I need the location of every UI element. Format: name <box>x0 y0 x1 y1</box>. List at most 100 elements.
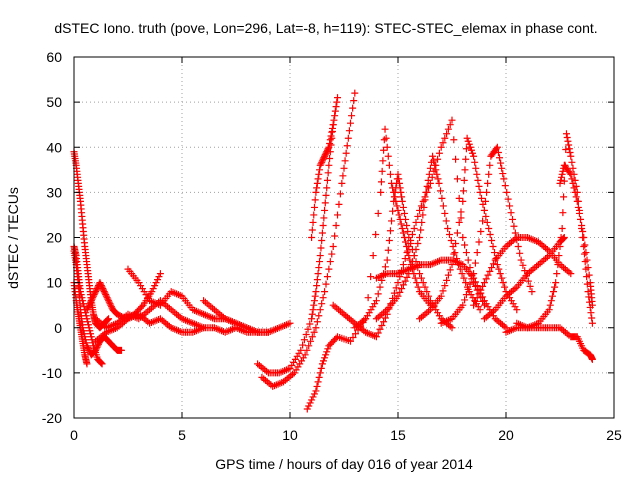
data-point <box>318 360 326 368</box>
x-tick-label: 25 <box>606 427 622 443</box>
data-point <box>102 292 110 300</box>
data-point <box>395 179 403 187</box>
data-point <box>103 294 111 302</box>
x-ticks: 0 5 10 15 20 25 <box>70 57 622 443</box>
data-point <box>456 265 464 273</box>
data-point <box>464 285 472 293</box>
data-point <box>148 288 156 296</box>
grid <box>74 57 614 418</box>
data-point <box>417 274 425 282</box>
data-point <box>423 288 431 296</box>
data-point <box>581 258 589 266</box>
data-point <box>413 279 421 287</box>
data-point <box>313 382 321 390</box>
data-point <box>315 373 323 381</box>
data-point <box>392 284 400 292</box>
data-point <box>155 273 163 281</box>
data-point <box>92 346 100 354</box>
data-point <box>414 212 422 220</box>
data-point <box>547 297 555 305</box>
data-point <box>395 175 403 183</box>
data-point <box>84 343 92 351</box>
data-point <box>555 252 563 260</box>
data-point <box>477 286 485 294</box>
data-point <box>422 188 430 196</box>
data-point <box>582 249 590 257</box>
data-point <box>328 128 336 136</box>
data-point <box>92 345 100 353</box>
data-point <box>482 212 490 220</box>
data-point <box>324 345 332 353</box>
data-point <box>321 151 329 159</box>
data-point <box>579 227 587 235</box>
data-point <box>154 276 162 284</box>
series-15 <box>351 170 456 332</box>
data-point <box>488 237 496 245</box>
y-tick-label: 20 <box>46 230 62 246</box>
data-point <box>339 172 347 180</box>
data-point <box>425 170 433 178</box>
data-point <box>416 206 424 214</box>
data-point <box>569 179 577 187</box>
data-point <box>414 240 422 248</box>
data-point <box>336 190 344 198</box>
data-point <box>574 203 582 211</box>
data-point <box>559 209 567 217</box>
data-point <box>545 306 553 314</box>
data-point <box>442 217 450 225</box>
data-point <box>319 294 327 302</box>
y-axis-label: dSTEC / TECUs <box>5 187 21 289</box>
series-2 <box>70 243 106 368</box>
data-point <box>566 149 574 157</box>
data-point <box>104 295 112 303</box>
data-point <box>482 275 490 283</box>
data-point <box>85 301 93 309</box>
data-point <box>310 297 318 305</box>
data-point <box>476 188 484 196</box>
data-point <box>473 294 481 302</box>
data-point <box>551 283 559 291</box>
data-point <box>328 124 336 132</box>
data-point <box>382 134 390 142</box>
data-point <box>369 252 377 260</box>
data-point <box>310 390 318 398</box>
data-point <box>308 310 316 318</box>
data-point <box>483 218 491 226</box>
data-point <box>313 318 321 326</box>
data-point <box>479 217 487 225</box>
data-point <box>107 301 115 309</box>
data-point <box>588 301 596 309</box>
data-point <box>439 139 447 147</box>
data-point <box>97 359 105 367</box>
data-point <box>388 217 396 225</box>
data-point <box>452 155 460 163</box>
data-point <box>316 252 324 260</box>
data-point <box>550 288 558 296</box>
data-point <box>500 175 508 183</box>
data-point <box>318 157 326 165</box>
data-point <box>331 112 339 120</box>
data-point <box>397 188 405 196</box>
data-point <box>419 279 427 287</box>
data-point <box>486 161 494 169</box>
data-point <box>364 294 372 302</box>
data-point <box>317 364 325 372</box>
data-point <box>402 238 410 246</box>
data-point <box>101 289 109 297</box>
data-point <box>446 121 454 129</box>
data-point <box>432 166 440 174</box>
data-point <box>448 116 456 124</box>
data-point <box>511 229 519 237</box>
data-point <box>138 303 146 311</box>
data-point <box>475 290 483 298</box>
data-point <box>465 140 473 148</box>
data-point <box>379 157 387 165</box>
data-point <box>286 319 294 327</box>
data-point <box>565 145 573 153</box>
data-point <box>152 279 160 287</box>
data-point <box>493 261 501 269</box>
data-point <box>102 291 110 299</box>
data-point <box>305 402 313 410</box>
data-point <box>490 249 498 257</box>
data-point <box>419 197 427 205</box>
